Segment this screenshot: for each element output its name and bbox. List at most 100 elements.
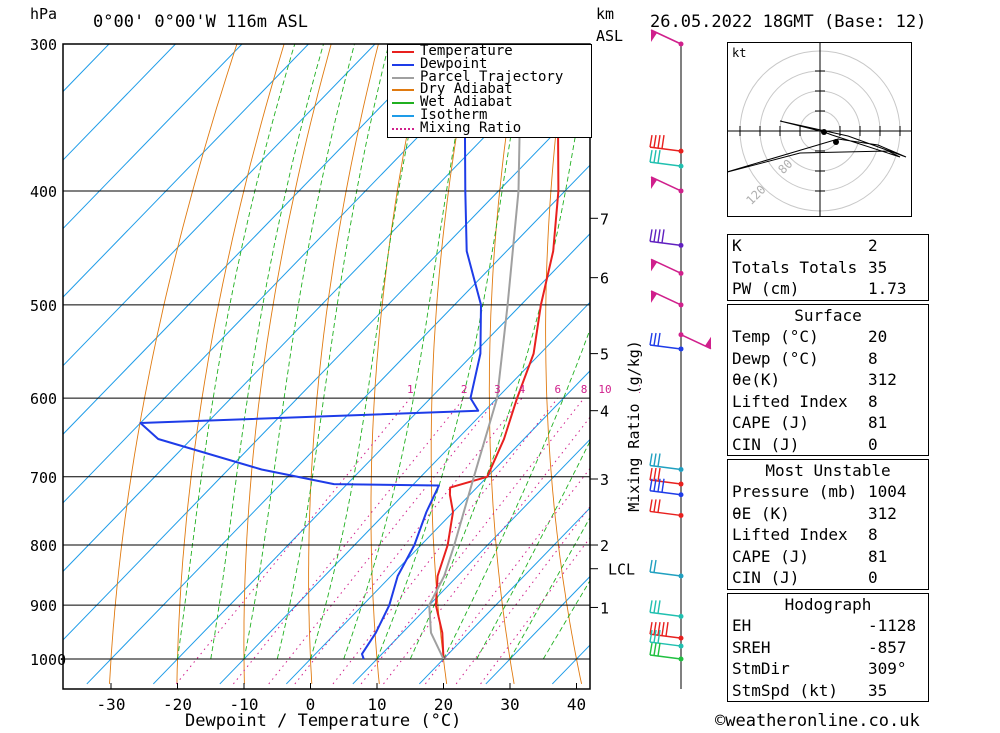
series-dewpoint: [139, 44, 482, 660]
dry-adiabat: [109, 44, 238, 684]
dry-adiabat: [308, 44, 379, 684]
dry-adiabat: [176, 44, 285, 684]
x-tick-label: -10: [230, 695, 259, 714]
mixing-ratio-label: 4: [519, 383, 526, 396]
isotherm-line: [352, 438, 590, 685]
mixing-ratio-label: 10: [598, 383, 611, 396]
legend-label: Parcel Trajectory: [420, 68, 564, 85]
wet-adiabat: [243, 44, 355, 660]
legend-swatch: [392, 63, 414, 66]
wind-barb: [649, 478, 684, 498]
surface-cin: CIN (J) 0: [732, 434, 878, 454]
isotherm-line: [63, 44, 376, 367]
legend-label: Wet Adiabat: [420, 94, 513, 111]
most-unstable-title: Most Unstable: [765, 461, 891, 480]
hodograph-trace: [728, 120, 907, 173]
chart-legend: Temperature Dewpoint Parcel Trajectory Dry …: [387, 44, 592, 138]
copyright[interactable]: ©weatheronline.co.uk: [715, 711, 920, 731]
wind-barb: [649, 499, 684, 518]
surface-cape: CAPE (J) 81: [732, 413, 888, 433]
dry-adiabat: [545, 44, 583, 684]
location-label: 0°00' 0°00'W 116m ASL: [93, 12, 308, 32]
legend-item: Mixing Ratio: [388, 121, 591, 135]
legend-swatch: [392, 127, 414, 130]
hodograph-storm-marker: [821, 129, 827, 135]
hpa-label: hPa: [30, 5, 58, 23]
surface-temp: Temp (°C) 20: [732, 327, 888, 347]
hodograph-stats-panel: Hodograph EH -1128 SREH -857 StmDir 309° St…: [727, 593, 929, 702]
x-tick-label: -20: [163, 695, 192, 714]
wet-adiabat: [276, 44, 390, 660]
isotherm-line: [219, 301, 590, 685]
wet-adiabat: [509, 516, 590, 660]
index-pw: PW (cm) 1.73: [732, 279, 907, 299]
hodograph-unit: kt: [732, 46, 746, 60]
mixing-ratio-label: 6: [554, 383, 561, 396]
km-tick-label: 2: [600, 537, 609, 555]
wet-adiabat: [177, 44, 296, 660]
pressure-tick-label: 900: [30, 597, 57, 615]
km-tick-label: 4: [600, 403, 609, 421]
mixing-ratio-label: 3: [494, 383, 501, 396]
wet-adiabat: [542, 579, 590, 660]
legend-item: Temperature: [388, 43, 591, 59]
hodograph-ring-label-120: 120: [743, 182, 768, 207]
isotherm-line: [86, 164, 590, 685]
x-tick-label: 10: [367, 695, 386, 714]
wind-barb: [650, 176, 684, 194]
legend-label: Dewpoint: [420, 55, 488, 72]
surface-title: Surface: [794, 306, 862, 325]
plot-frame: [62, 43, 591, 690]
isotherm-line: [418, 507, 590, 685]
legend-label: Temperature: [420, 43, 513, 59]
x-tick-label: -30: [97, 695, 126, 714]
legend-item: Parcel Trajectory: [388, 68, 591, 85]
surface-lifted-index: Lifted Index 8: [732, 391, 878, 411]
mixing-ratio-line: [480, 536, 590, 685]
wet-adiabat: [310, 44, 429, 660]
isotherm-line: [63, 44, 243, 230]
legend-item: Isotherm: [388, 108, 591, 122]
wet-adiabat: [443, 328, 590, 660]
wind-barb: [649, 453, 684, 472]
dry-adiabat: [488, 44, 521, 684]
wind-barb: [649, 229, 684, 248]
isotherm-line: [63, 44, 177, 161]
wind-barb: [649, 559, 684, 579]
wet-adiabat: [409, 45, 590, 660]
mixing-ratio-label: 15: [638, 383, 640, 396]
hodograph-point: [833, 139, 839, 145]
pressure-tick-label: 400: [30, 183, 57, 201]
mixing-ratio-line: [425, 467, 590, 685]
surface-dewp: Dewp (°C) 8: [732, 348, 878, 368]
pressure-tick-label: 800: [30, 537, 57, 555]
series-parcel-trajectory: [428, 44, 523, 660]
mixing-ratio-label: 8: [581, 383, 588, 396]
legend-item: Wet Adiabat: [388, 94, 591, 111]
wind-barb: [649, 467, 684, 487]
isotherm-line: [63, 44, 310, 298]
mu-pressure: Pressure (mb) 1004: [732, 482, 907, 502]
legend-item: Dewpoint: [388, 55, 591, 72]
km-tick-label: LCL: [608, 561, 635, 579]
legend-label: Dry Adiabat: [420, 81, 513, 98]
wind-barb: [650, 29, 684, 47]
wind-barb: [650, 290, 684, 308]
most-unstable-panel: Most Unstable Pressure (mb) 1004 θE (K) 31…: [727, 459, 929, 590]
isotherm-line: [285, 370, 590, 685]
wind-barb: [649, 629, 684, 649]
x-tick-label: 0: [306, 695, 316, 714]
stat-storm-speed: StmSpd (kt) 35: [732, 680, 888, 700]
wet-adiabat: [343, 44, 474, 660]
pressure-tick-label: 700: [30, 469, 57, 487]
index-totals: Totals Totals 35: [732, 257, 888, 277]
stat-eh: EH -1128: [732, 616, 917, 636]
mixing-ratio-label: 2: [461, 383, 468, 396]
legend-swatch: [392, 89, 414, 92]
wet-adiabat: [210, 44, 324, 660]
wind-barb: [649, 135, 684, 154]
x-tick-label: 30: [500, 695, 519, 714]
dry-adiabat: [243, 44, 332, 684]
asl-label: ASL: [596, 27, 624, 45]
